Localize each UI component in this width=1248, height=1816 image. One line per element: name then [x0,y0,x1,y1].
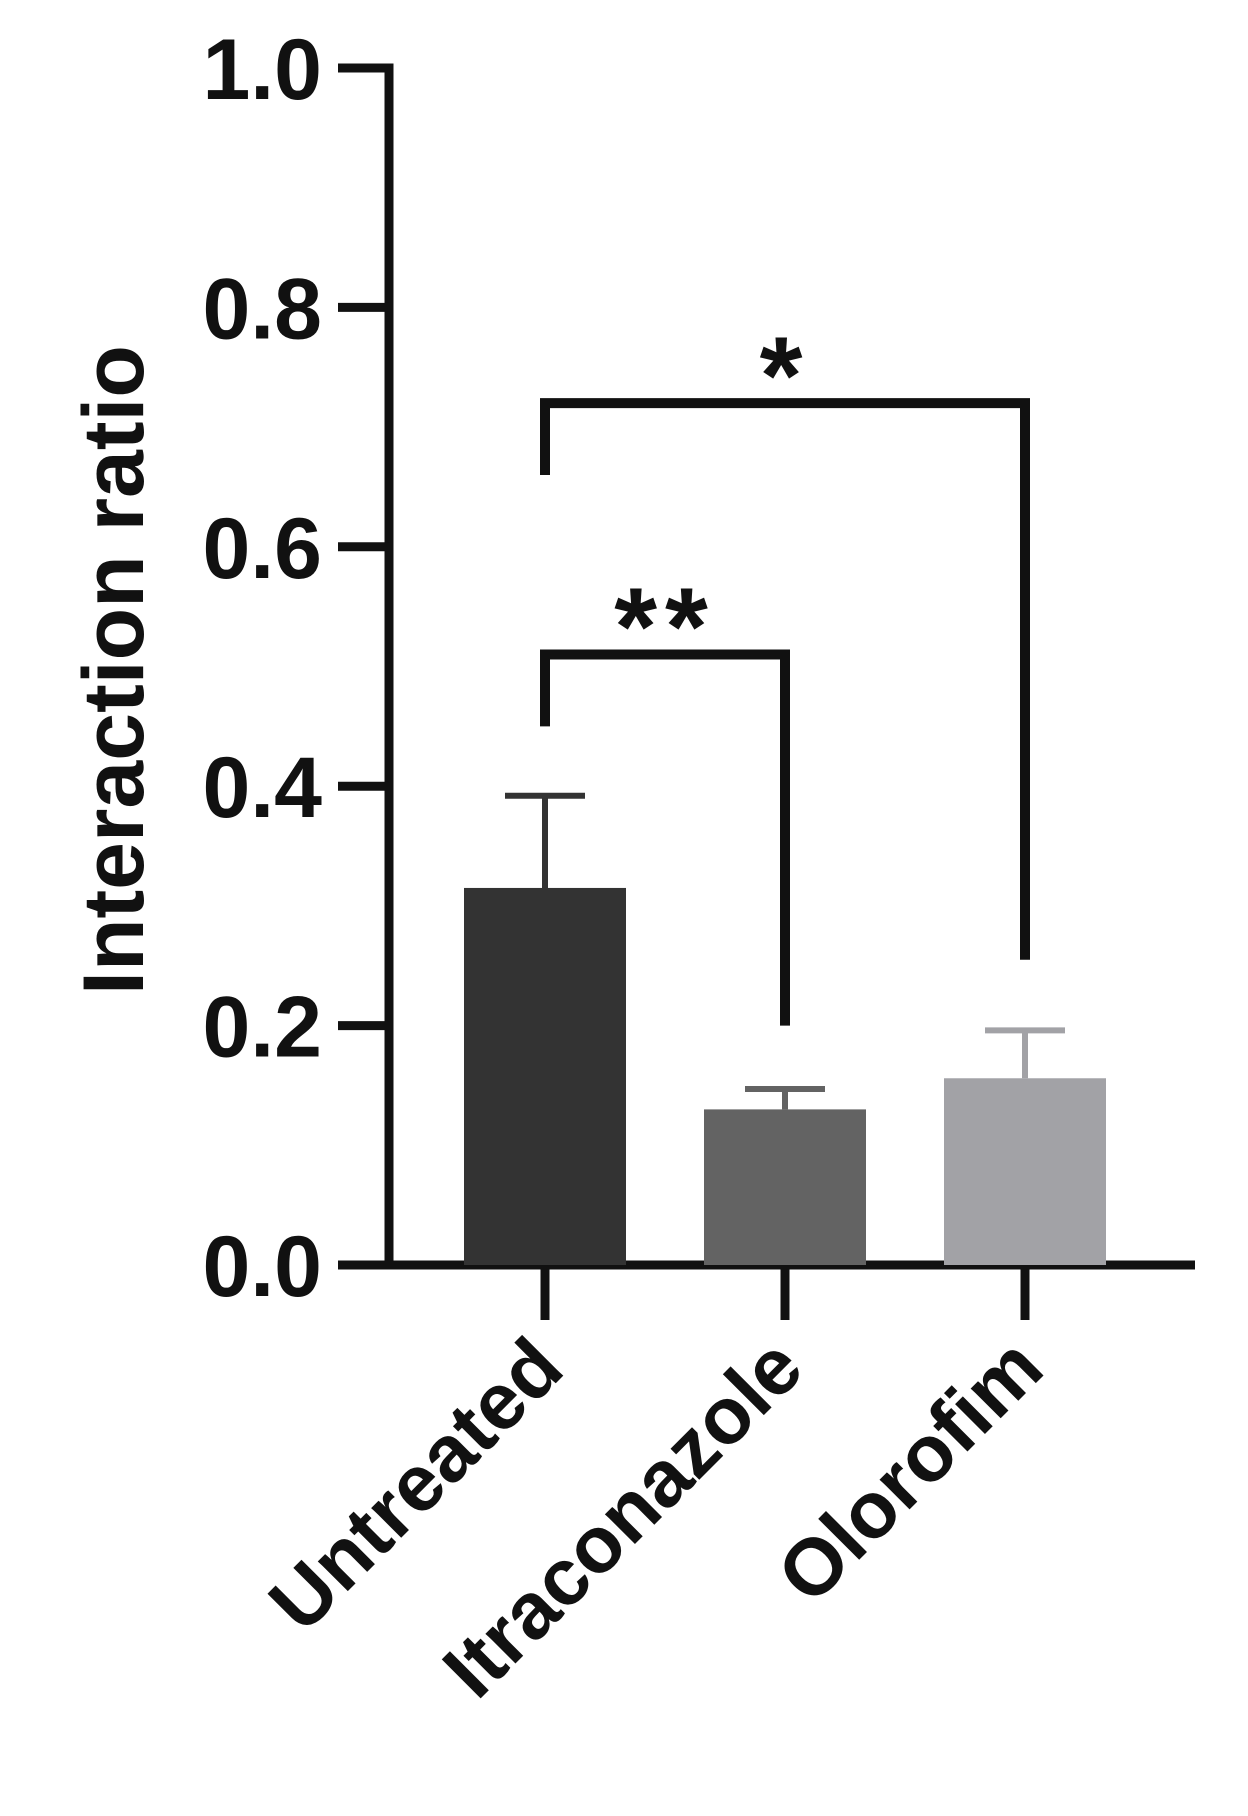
significance-label: ** [614,566,716,689]
category-label: Olorofim [760,1321,1059,1620]
bar-olorofim [944,1078,1106,1265]
y-tick-label: 0.6 [202,501,322,597]
bars [464,887,1106,1265]
error-bars [505,792,1065,1110]
y-tick-label: 0.8 [202,261,322,357]
significance-bracket [540,398,1030,960]
bar-untreated [464,887,626,1265]
y-tick-label: 1.0 [202,22,322,118]
y-axis-title: Interaction ratio [66,345,162,995]
significance-label: * [760,314,811,437]
y-tick-label: 0.4 [202,740,322,836]
y-tick-label: 0.0 [202,1219,322,1315]
significance-brackets: *** [540,314,1030,1026]
y-tick-label: 0.2 [202,980,322,1076]
bar-itraconazole [704,1109,866,1265]
significance-bracket [540,649,790,1026]
